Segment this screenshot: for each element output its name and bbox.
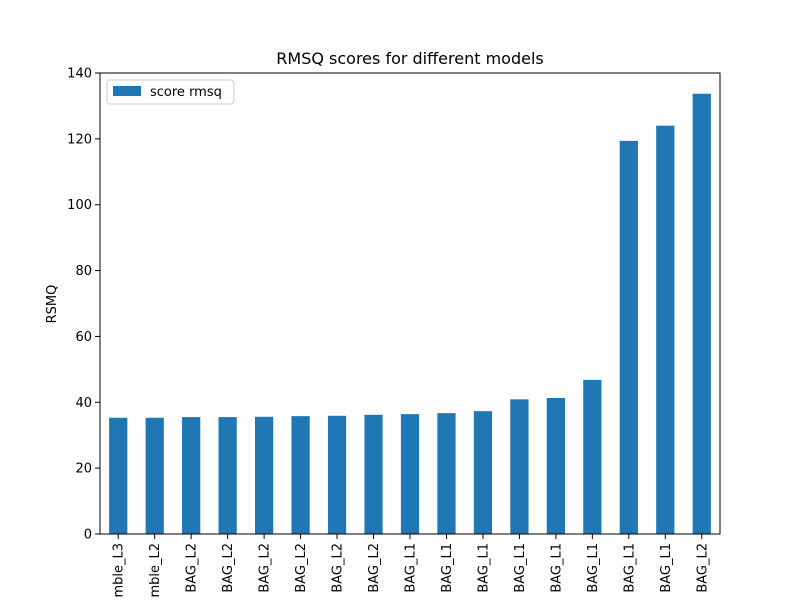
y-tick-label-1: 20 [75, 462, 92, 477]
chart-title: RMSQ scores for different models [276, 49, 543, 68]
bar-1 [145, 417, 164, 534]
y-tick-label-6: 120 [67, 132, 92, 147]
bar-2 [182, 417, 201, 534]
bar-3 [218, 417, 237, 534]
x-tick-label-13: BAG_L1 [586, 543, 601, 593]
x-tick-label-9: BAG_L1 [440, 543, 455, 593]
legend-swatch [113, 86, 141, 96]
bar-14 [619, 140, 638, 534]
bars-group [109, 93, 711, 535]
y-tick-label-7: 140 [67, 67, 92, 82]
bar-11 [510, 399, 529, 534]
x-tick-label-16: BAG_L2 [695, 543, 710, 593]
x-tick-label-15: BAG_L1 [659, 543, 674, 593]
bar-8 [400, 414, 420, 534]
bar-9 [437, 413, 456, 534]
bar-7 [364, 414, 383, 534]
plot-frame [99, 72, 721, 535]
x-tick-label-0: mble_L3 [112, 543, 127, 598]
legend: score rmsq [106, 79, 235, 105]
x-tick-label-14: BAG_L1 [622, 543, 637, 593]
y-axis-label: RSMQ [45, 285, 60, 324]
bar-5 [291, 416, 310, 534]
legend-label: score rmsq [150, 85, 222, 100]
bar-13 [583, 379, 602, 534]
x-tick-label-1: mble_L2 [148, 543, 163, 598]
x-tick-label-10: BAG_L1 [476, 543, 491, 593]
bar-10 [473, 411, 493, 534]
x-axis: mble_L3 mble_L2 BAG_L2 BAG_L2 BAG_L2 BAG_L2 BA… [112, 534, 710, 598]
y-tick-label-4: 80 [75, 264, 92, 279]
bar-12 [546, 398, 565, 534]
bar-15 [656, 125, 675, 534]
x-tick-label-7: BAG_L2 [367, 543, 382, 593]
bar-0 [109, 417, 128, 534]
x-tick-label-8: BAG_L1 [404, 543, 419, 593]
x-tick-label-12: BAG_L1 [549, 543, 564, 593]
y-tick-label-0: 0 [84, 528, 92, 543]
x-tick-label-11: BAG_L1 [513, 543, 528, 593]
y-tick-label-5: 100 [67, 198, 92, 213]
y-tick-label-2: 40 [75, 396, 92, 411]
y-axis: 0 20 40 60 80 100 120 140 [67, 67, 100, 543]
y-tick-label-3: 60 [75, 330, 92, 345]
x-tick-label-5: BAG_L2 [294, 543, 309, 593]
x-tick-label-3: BAG_L2 [221, 543, 236, 593]
bar-4 [255, 416, 274, 534]
bar-6 [327, 415, 347, 534]
x-tick-label-6: BAG_L2 [331, 543, 346, 593]
x-tick-label-4: BAG_L2 [258, 543, 273, 593]
bar-16 [692, 93, 711, 535]
x-tick-label-2: BAG_L2 [185, 543, 200, 593]
